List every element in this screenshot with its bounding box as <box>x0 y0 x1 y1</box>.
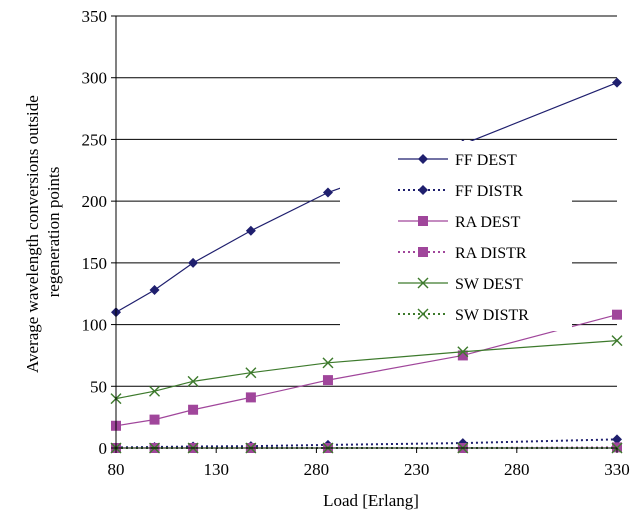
legend-marker-0 <box>418 154 428 164</box>
legend-label-3: RA DISTR <box>455 245 527 262</box>
series-1-point-6 <box>612 434 622 445</box>
series-0-point-2 <box>188 257 199 268</box>
x-tick-labels: 80 130 280 230 280 330 <box>108 460 630 479</box>
series-4-point-3 <box>245 367 257 379</box>
series-4-point-5-stroke-b <box>457 346 469 358</box>
x-axis-title: Load [Erlang] <box>323 491 419 510</box>
legend-marker-5 <box>417 308 429 320</box>
legend-label-0: FF DEST <box>455 152 517 169</box>
series-2-point-1 <box>149 414 160 425</box>
x-tick-label-2: 280 <box>304 460 330 479</box>
series-0-point-1 <box>149 285 160 296</box>
legend-marker-4-stroke-b <box>417 277 429 289</box>
legend-label-2: RA DEST <box>455 214 521 231</box>
y-axis-title-line-2: regeneration points <box>44 167 63 298</box>
x-tick-label-4: 280 <box>504 460 530 479</box>
y-tick-label-5: 250 <box>82 130 108 149</box>
axes <box>111 15 618 453</box>
y-tick-labels: 0 50 100 150 200 250 300 350 <box>82 7 108 458</box>
series-0-point-6 <box>612 77 622 88</box>
series-0-point-4 <box>322 187 333 198</box>
series-4-point-1 <box>149 385 161 397</box>
y-tick-label-6: 300 <box>82 69 108 88</box>
x-tick-label-3: 230 <box>404 460 430 479</box>
y-tick-label-3: 150 <box>82 254 108 273</box>
series-4-point-6 <box>611 335 623 347</box>
legend-marker-1 <box>418 185 428 195</box>
y-tick-label-4: 200 <box>82 192 108 211</box>
legend-marker-4 <box>417 277 429 289</box>
y-tick-label-2: 100 <box>82 316 108 335</box>
y-axis-title-line-1: Average wavelength conversions outside <box>23 95 42 373</box>
legend-marker-2 <box>418 216 428 226</box>
series-4-point-3-stroke-b <box>245 367 257 379</box>
series-4-point-4-stroke-b <box>322 357 334 369</box>
legend-background <box>340 141 572 331</box>
series-2-point-6 <box>612 309 622 320</box>
legend-label-4: SW DEST <box>455 276 523 293</box>
series-2-point-5 <box>457 350 468 361</box>
series-4-point-5 <box>457 346 469 358</box>
series-2-point-2 <box>188 404 199 415</box>
series-0-point-3 <box>245 225 256 236</box>
x-tick-label-1: 130 <box>203 460 229 479</box>
series-4-point-2-stroke-b <box>187 375 199 387</box>
y-axis-title: Average wavelength conversions outside r… <box>23 91 63 373</box>
y-tick-label-7: 350 <box>82 7 108 26</box>
series-4-point-1-stroke-b <box>149 385 161 397</box>
legend-label-1: FF DISTR <box>455 183 523 200</box>
legend-marker-5-stroke-b <box>417 308 429 320</box>
x-tick-label-5: 330 <box>604 460 630 479</box>
y-tick-label-0: 0 <box>99 439 108 458</box>
y-tick-label-1: 50 <box>90 377 107 396</box>
series-4-point-2 <box>187 375 199 387</box>
series-4-point-4 <box>322 357 334 369</box>
x-tick-label-0: 80 <box>108 460 125 479</box>
series-4-point-6-stroke-b <box>611 335 623 347</box>
series-2-point-3 <box>245 392 256 403</box>
series-2-point-4 <box>322 375 333 386</box>
series-line-4 <box>115 340 618 400</box>
legend-label-5: SW DISTR <box>455 307 529 324</box>
legend: FF DEST FF DISTR RA DEST RA DISTR SW DEST SW … <box>340 141 572 331</box>
legend-marker-3 <box>418 247 428 257</box>
